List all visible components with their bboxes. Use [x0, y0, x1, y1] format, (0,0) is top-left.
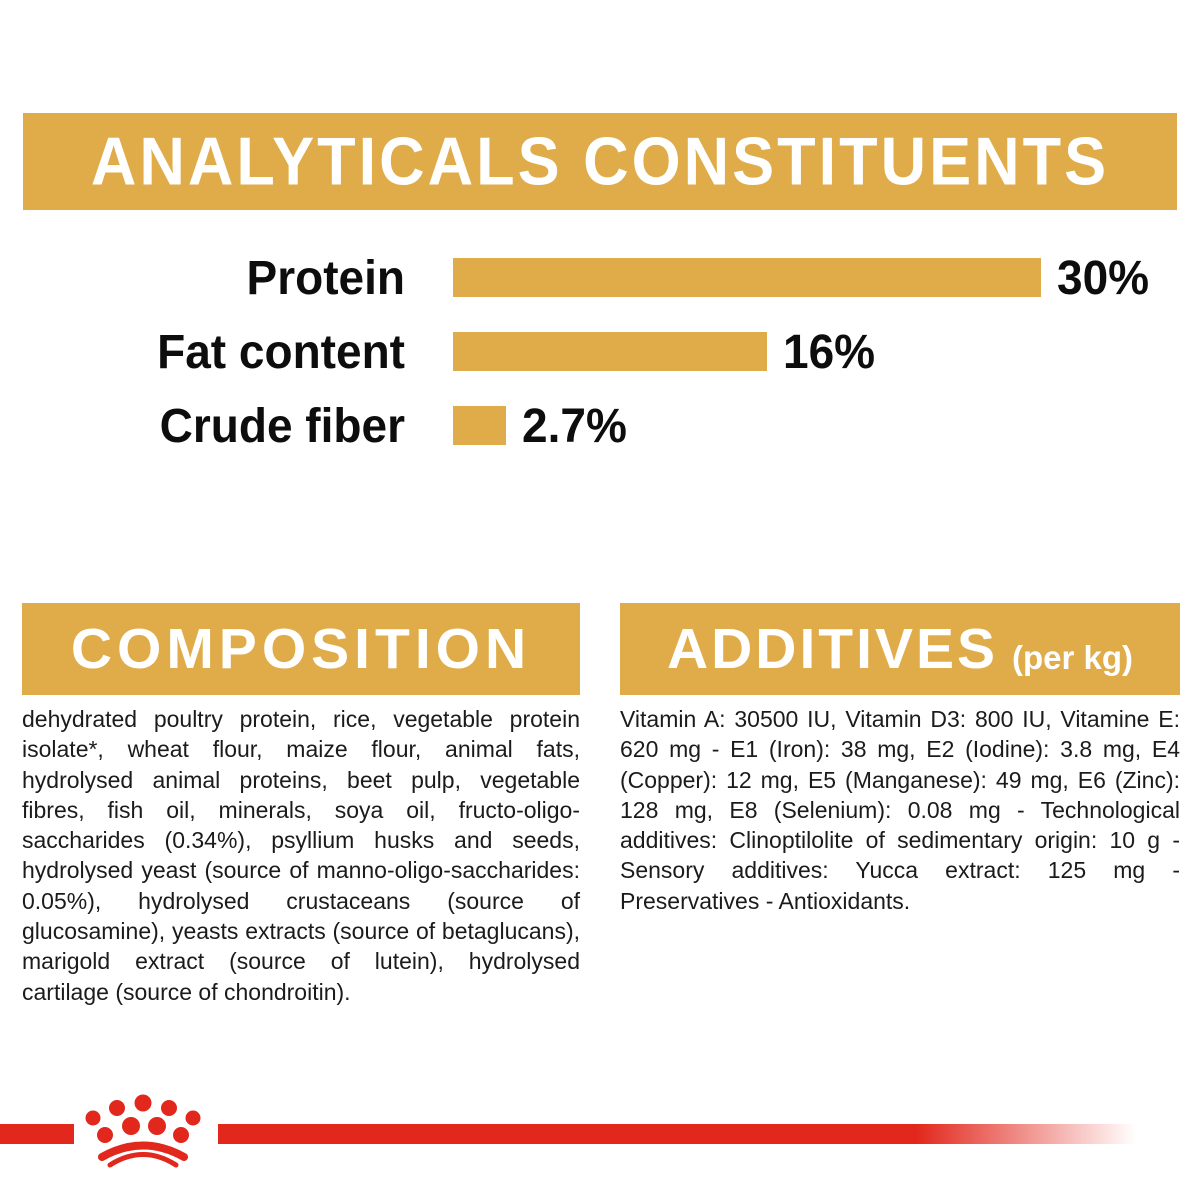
chart-value-label: 30%	[1057, 249, 1150, 305]
bar-wrap: 2.7%	[453, 398, 627, 452]
chart-value-label: 16%	[783, 323, 876, 379]
bar-wrap: 30%	[453, 250, 1149, 304]
chart-value-label: 2.7%	[522, 397, 627, 453]
chart-row-fiber: Crude fiber 2.7%	[0, 388, 1200, 462]
composition-title: COMPOSITION	[70, 617, 532, 681]
analyticals-title: ANALYTICALS CONSTITUENTS	[90, 123, 1110, 200]
additives-title: ADDITIVES	[666, 617, 999, 681]
chart-row-protein: Protein 30%	[0, 240, 1200, 314]
royal-canin-crown-icon	[85, 1094, 201, 1168]
footer-rule-right	[218, 1124, 1136, 1144]
bar-wrap: 16%	[453, 324, 875, 378]
composition-text: dehydrated poultry protein, rice, vegeta…	[22, 706, 580, 1005]
composition-banner: COMPOSITION	[22, 603, 580, 695]
additives-text: Vitamin A: 30500 IU, Vitamin D3: 800 IU,…	[620, 706, 1180, 914]
analyticals-bar-chart: Protein 30% Fat content 16% Crude fiber …	[0, 240, 1200, 462]
chart-category-label: Fat content	[157, 323, 405, 379]
analyticals-banner: ANALYTICALS CONSTITUENTS	[23, 113, 1177, 210]
footer-rule-left	[0, 1124, 74, 1144]
chart-bar	[453, 331, 767, 371]
chart-bar	[453, 405, 506, 445]
chart-category-label: Crude fiber	[159, 397, 405, 453]
chart-category-label: Protein	[246, 249, 405, 305]
additives-unit-suffix: (per kg)	[1012, 639, 1134, 676]
chart-row-fat: Fat content 16%	[0, 314, 1200, 388]
additives-banner: ADDITIVES (per kg)	[620, 603, 1180, 695]
chart-bar	[453, 257, 1041, 297]
